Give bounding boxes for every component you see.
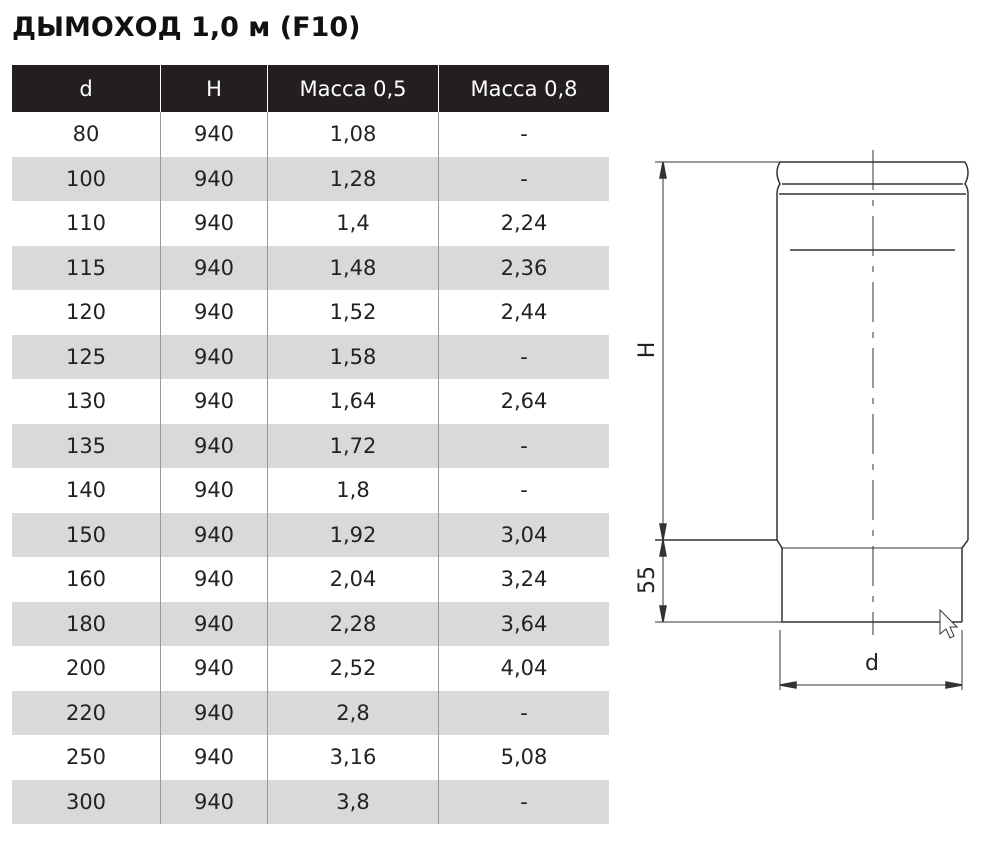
table-row: 180 940 2,28 3,64 <box>12 601 609 646</box>
table-cell: 2,28 <box>267 601 439 646</box>
header-row: d H Масса 0,5 Масса 0,8 <box>12 65 609 112</box>
table-row: 110 940 1,4 2,24 <box>12 201 609 246</box>
column-header: d <box>12 65 161 112</box>
table-cell: 1,72 <box>267 423 439 468</box>
table-cell: 5,08 <box>438 735 609 780</box>
table-cell: 2,44 <box>438 290 609 335</box>
table-row: 200 940 2,52 4,04 <box>12 646 609 691</box>
table-cell: 940 <box>160 512 268 557</box>
table-cell: 2,52 <box>267 646 439 691</box>
spec-table: d H Масса 0,5 Масса 0,8 80 940 1,08-100 940 1,2… <box>12 65 609 824</box>
table-cell: 150 <box>12 512 161 557</box>
table-cell: 940 <box>160 379 268 424</box>
table-cell: 940 <box>160 646 268 691</box>
table-cell: - <box>438 690 609 735</box>
table-row: 140 940 1,8- <box>12 468 609 513</box>
table-row: 135 940 1,72- <box>12 423 609 468</box>
table-cell: 3,24 <box>438 557 609 602</box>
table-cell: 1,28 <box>267 156 439 201</box>
table-cell: - <box>438 334 609 379</box>
table-cell: 125 <box>12 334 161 379</box>
cursor <box>939 608 959 639</box>
column-header: H <box>160 65 268 112</box>
table-row: 300 940 3,8- <box>12 779 609 824</box>
table-cell: 120 <box>65 300 107 325</box>
table-cell: 160 <box>65 567 107 592</box>
table-cell: 940 <box>160 334 268 379</box>
table-cell: 80 <box>72 122 100 147</box>
table-cell: - <box>438 112 609 157</box>
table-cell: 940 <box>160 557 268 602</box>
table-cell: 1,92 <box>267 512 439 557</box>
table-cell: 2,04 <box>267 557 439 602</box>
table-cell: 135 <box>12 423 161 468</box>
table-cell: 2,64 <box>438 379 609 424</box>
table-cell: 940 <box>160 690 268 735</box>
table-cell: 140 <box>65 478 107 503</box>
title: ДЫМОХОД 1,0 м (F10) <box>12 12 361 43</box>
table-cell: - <box>438 156 609 201</box>
table-cell: 940 <box>160 423 268 468</box>
table-cell: 940 <box>160 156 268 201</box>
table-row: 160 940 2,04 3,24 <box>12 557 609 602</box>
table-cell: 1,48 <box>267 245 439 290</box>
table-row: 120 940 1,52 2,44 <box>12 290 609 335</box>
table-cell: 250 <box>65 745 107 770</box>
table-cell: 3,8 <box>267 779 439 824</box>
table-cell: 940 <box>160 290 268 335</box>
table-row: 115 940 1,48 2,36 <box>12 245 609 290</box>
socket-label: 55 <box>635 566 660 594</box>
table-cell: 200 <box>65 656 107 681</box>
column-header: Масса 0,8 <box>438 65 609 112</box>
table-cell: 940 <box>160 468 268 513</box>
table-cell: 1,52 <box>267 290 439 335</box>
arrows <box>659 161 963 689</box>
table-cell: 130 <box>65 389 107 414</box>
table-row: 150 940 1,92 3,04 <box>12 512 609 557</box>
diameter-label: d <box>865 651 879 676</box>
table-cell: 1,4 <box>267 201 439 246</box>
table-row: 100 940 1,28- <box>12 156 609 201</box>
table-cell: - <box>438 779 609 824</box>
table-cell: 940 <box>160 779 268 824</box>
table-cell: 940 <box>160 601 268 646</box>
table-cell: 180 <box>12 601 161 646</box>
table-cell: 110 <box>65 211 107 236</box>
table-row: 220 940 2,8- <box>12 690 609 735</box>
table-cell: - <box>438 468 609 513</box>
table-cell: 3,04 <box>438 512 609 557</box>
table-cell: 3,16 <box>267 735 439 780</box>
table-cell: 100 <box>12 156 161 201</box>
height-label: H <box>635 342 660 359</box>
table-row: 80 940 1,08- <box>12 112 609 157</box>
table-cell: 220 <box>12 690 161 735</box>
table-cell: - <box>438 423 609 468</box>
table-cell: 300 <box>12 779 161 824</box>
table-row: 125 940 1,58- <box>12 334 609 379</box>
table-cell: 1,58 <box>267 334 439 379</box>
table-cell: 2,36 <box>438 245 609 290</box>
table-cell: 940 <box>160 735 268 780</box>
table-cell: 1,8 <box>267 468 439 513</box>
table-cell: 940 <box>160 245 268 290</box>
table-row: 130 940 1,64 2,64 <box>12 379 609 424</box>
table-body: 80 940 1,08-100 940 1,28-110 940 1,4 2,24 115 940… <box>12 112 609 824</box>
table-cell: 1,64 <box>267 379 439 424</box>
table-cell: 3,64 <box>438 601 609 646</box>
table-cell: 1,08 <box>267 112 439 157</box>
table-cell: 2,24 <box>438 201 609 246</box>
table-cell: 2,8 <box>267 690 439 735</box>
table-cell: 4,04 <box>438 646 609 691</box>
table-cell: 940 <box>160 201 268 246</box>
table-cell: 940 <box>160 112 268 157</box>
table-row: 250 940 3,16 5,08 <box>12 735 609 780</box>
column-header: Масса 0,5 <box>267 65 439 112</box>
table-cell: 115 <box>12 245 161 290</box>
